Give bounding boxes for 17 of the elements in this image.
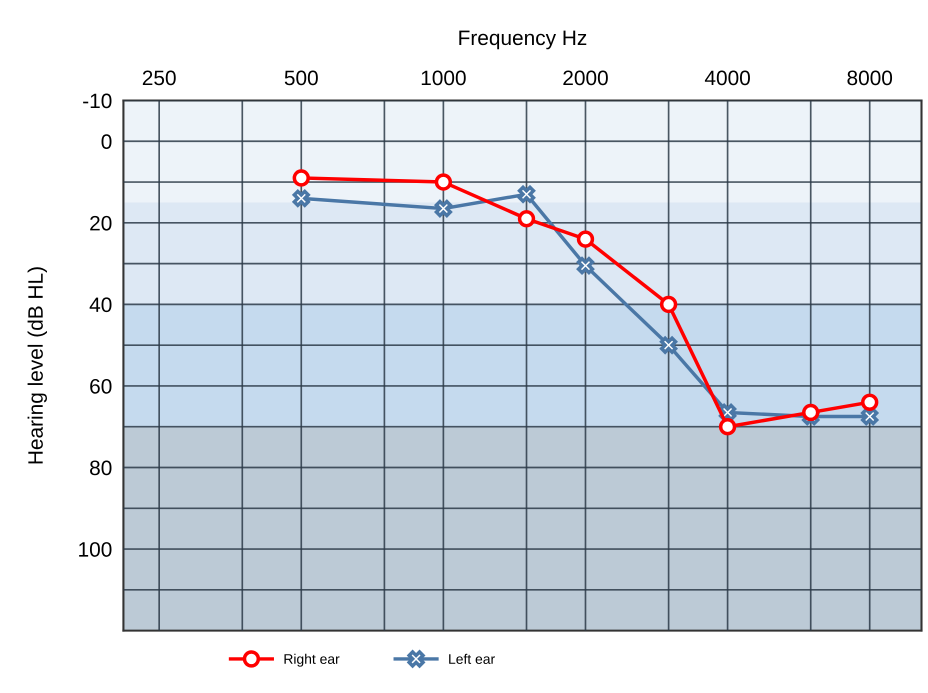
y-tick-label: 60 (90, 378, 112, 394)
y-tick-label: 40 (90, 297, 112, 312)
y-tick-label: 80 (90, 460, 112, 476)
y-tick-label: 20 (90, 216, 112, 231)
x-tick-label: 2000 (563, 70, 608, 86)
x-axis-title: Frequency Hz (459, 30, 586, 50)
y-tick-label: 0 (102, 134, 112, 150)
x-tick-label: 1000 (422, 70, 466, 86)
x-tick-label: 250 (142, 70, 176, 86)
legend-label: Left ear (449, 654, 495, 664)
x-tick-label: 8000 (847, 70, 892, 86)
y-axis-title: Hearing level (dB HL) (28, 267, 47, 464)
x-tick-label: 4000 (704, 70, 750, 86)
x-tick-label: 500 (284, 70, 318, 86)
y-tick-label: -10 (83, 93, 112, 108)
legend-label: Right ear (284, 654, 340, 667)
y-tick-label: 100 (79, 542, 112, 557)
